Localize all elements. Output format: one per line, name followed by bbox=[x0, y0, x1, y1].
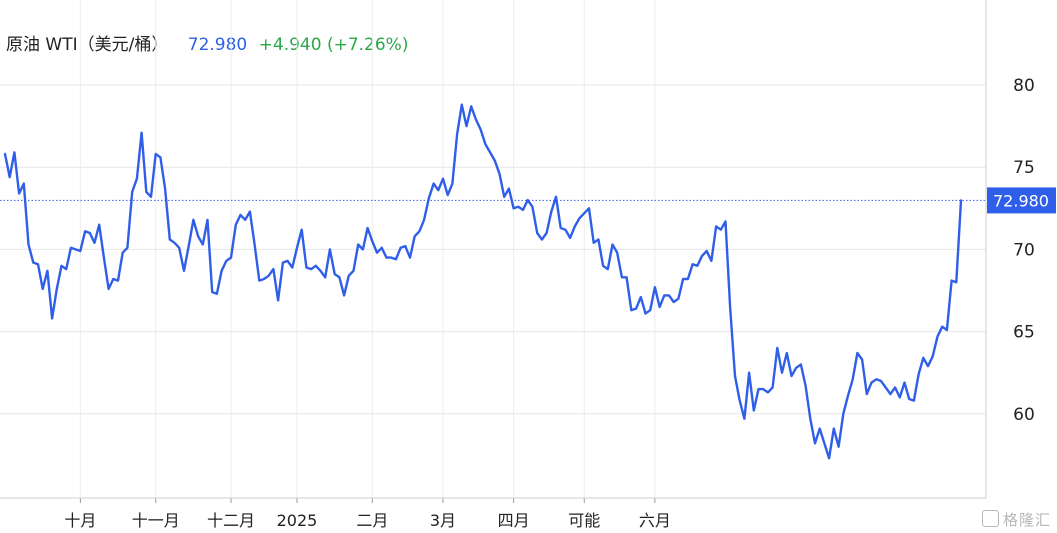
x-tick-label: 六月 bbox=[639, 511, 671, 530]
last-price-label: 72.980 bbox=[993, 191, 1049, 210]
x-tick-label: 2025 bbox=[277, 511, 318, 530]
y-tick-label: 60 bbox=[1013, 405, 1035, 425]
series-line bbox=[3, 103, 963, 460]
y-tick-label: 75 bbox=[1013, 158, 1035, 178]
x-tick-label: 二月 bbox=[356, 511, 388, 530]
chart-header: 原油 WTI（美元/桶） 72.980 +4.940 (+7.26%) bbox=[6, 30, 408, 55]
watermark: 格隆汇 bbox=[981, 509, 1051, 530]
x-tick-label: 可能 bbox=[568, 511, 600, 530]
y-tick-label: 80 bbox=[1013, 76, 1035, 96]
x-tick-label: 十一月 bbox=[132, 511, 180, 530]
x-tick-label: 十月 bbox=[64, 511, 96, 530]
y-tick-label: 65 bbox=[1013, 323, 1035, 343]
last-price-label-box bbox=[987, 187, 1056, 214]
x-tick-label: 四月 bbox=[498, 511, 530, 530]
x-tick-label: 3月 bbox=[430, 511, 456, 530]
watermark-logo-icon bbox=[981, 510, 999, 527]
y-tick-label: 70 bbox=[1013, 240, 1035, 260]
price-change: +4.940 (+7.26%) bbox=[258, 35, 409, 55]
watermark-text: 格隆汇 bbox=[1002, 511, 1051, 529]
chart-title: 原油 WTI（美元/桶） bbox=[6, 35, 169, 55]
current-price: 72.980 bbox=[187, 35, 248, 55]
x-tick-label: 十二月 bbox=[207, 511, 255, 530]
